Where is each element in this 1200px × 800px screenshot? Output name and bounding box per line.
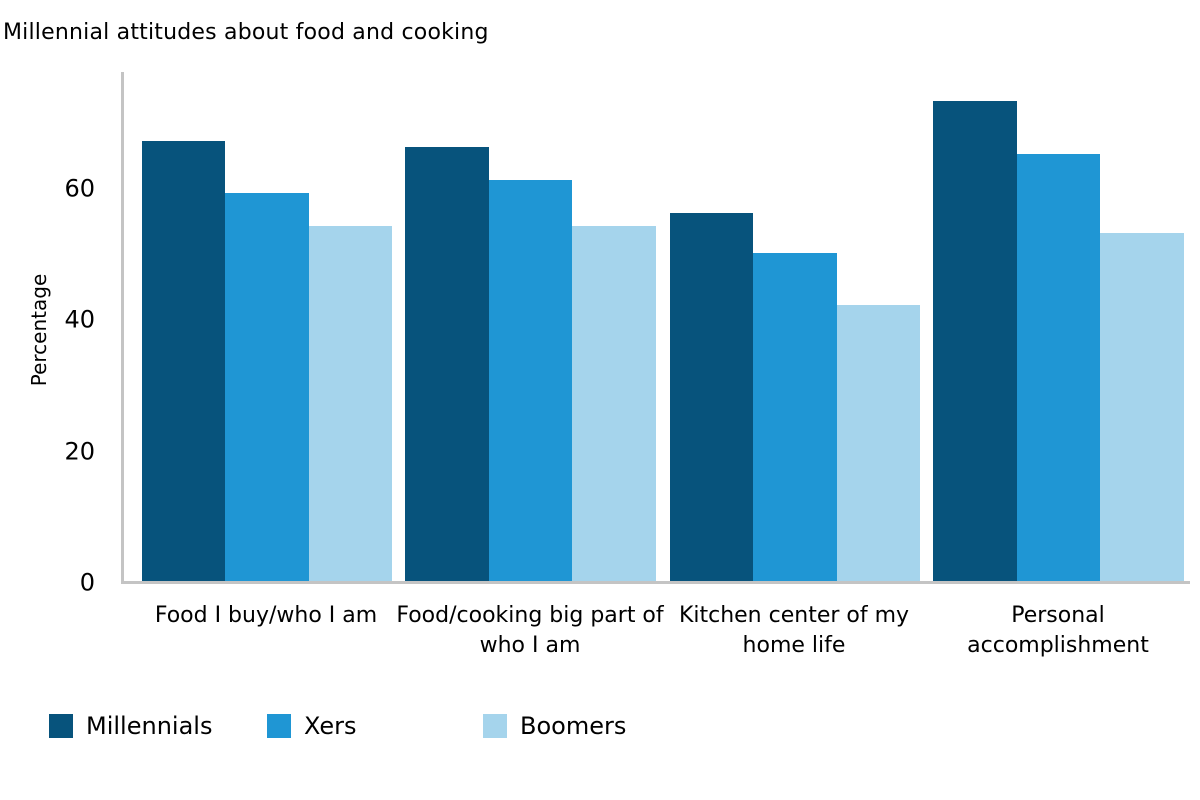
legend-item-boomers: Boomers	[483, 712, 626, 740]
x-category-label-1: Food I buy/who I am	[154, 603, 378, 628]
bar-boomers-group3	[836, 305, 920, 581]
legend-swatch-millennials	[49, 714, 73, 738]
chart-title: Millennial attitudes about food and cook…	[3, 20, 489, 45]
bar-xers-group2	[488, 180, 572, 581]
y-tick-label-0: 0	[79, 568, 95, 597]
legend-swatch-boomers	[483, 714, 507, 738]
x-category-label-4: Personal accomplishment	[967, 603, 1149, 658]
y-axis-line	[121, 72, 124, 583]
x-category-label-2: Food/cooking big part of who I am	[396, 603, 664, 658]
legend-label-xers: Xers	[304, 712, 357, 740]
legend-swatch-xers	[267, 714, 291, 738]
legend-label-millennials: Millennials	[86, 712, 213, 740]
bar-xers-group1	[225, 193, 309, 581]
y-tick-label-20: 20	[64, 437, 95, 466]
bar-millennials-group3	[669, 213, 753, 581]
y-tick-label-60: 60	[64, 174, 95, 203]
legend-label-boomers: Boomers	[520, 712, 627, 740]
bar-millennials-group4	[933, 101, 1017, 581]
bar-xers-group3	[753, 252, 837, 581]
bar-millennials-group1	[141, 140, 225, 581]
y-tick-label-40: 40	[64, 305, 95, 334]
bar-xers-group4	[1016, 153, 1100, 581]
legend-item-xers: Xers	[267, 712, 357, 740]
legend-item-millennials: Millennials	[49, 712, 212, 740]
bar-boomers-group2	[572, 226, 656, 581]
bar-millennials-group2	[405, 147, 489, 581]
x-category-label-3: Kitchen center of my home life	[678, 603, 910, 658]
bar-boomers-group4	[1100, 232, 1184, 581]
x-axis-line	[121, 581, 1190, 584]
bar-boomers-group1	[308, 226, 392, 581]
